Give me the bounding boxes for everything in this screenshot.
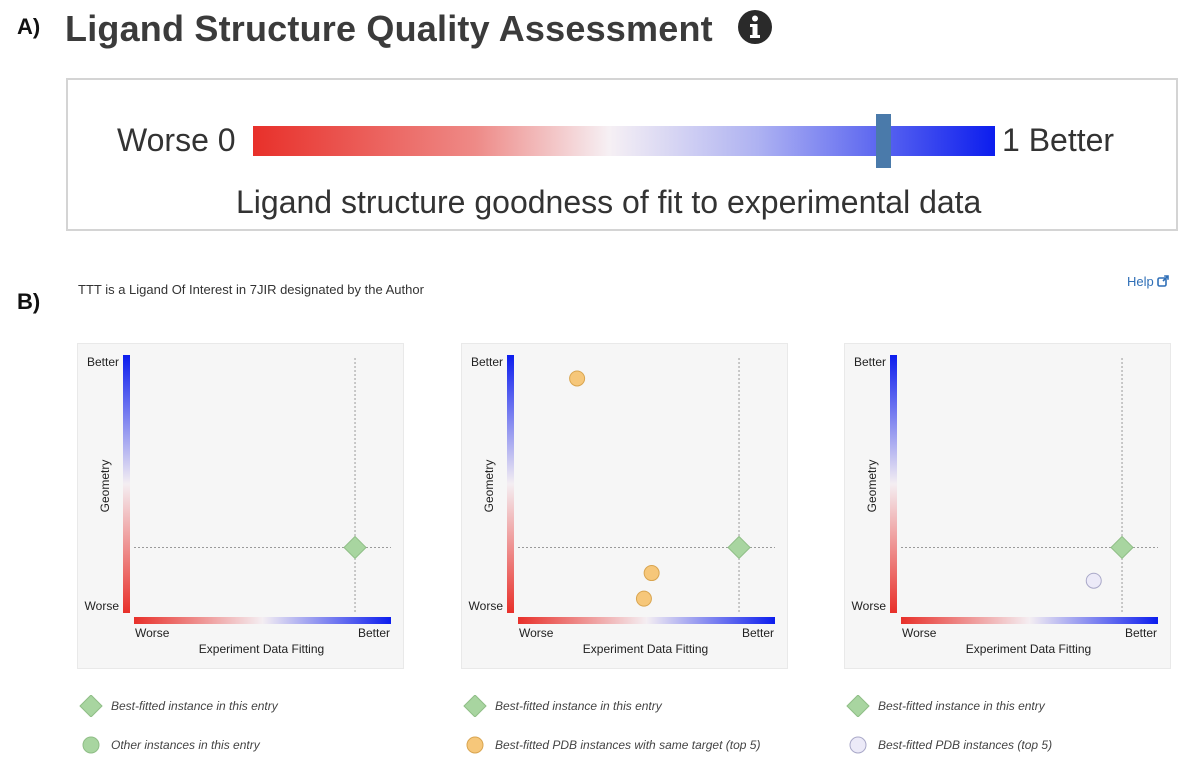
x-tick-label-worse: Worse	[902, 626, 937, 640]
panel-label-a: A)	[17, 14, 41, 39]
y-tick-label-worse: Worse	[85, 599, 120, 613]
x-tick-label-better: Better	[742, 626, 774, 640]
best-fit-point[interactable]	[1110, 535, 1134, 560]
legend-circle-marker	[466, 736, 484, 754]
y-axis-label: Geometry	[865, 460, 879, 513]
help-link[interactable]: Help	[1127, 274, 1169, 289]
y-axis-gradient	[123, 355, 130, 613]
x-axis-label: Experiment Data Fitting	[966, 642, 1091, 656]
x-tick-label-worse: Worse	[519, 626, 554, 640]
legend-label: Best-fitted PDB instances with same targ…	[495, 738, 761, 752]
legend-circle-icon	[466, 736, 484, 754]
x-tick-label-worse: Worse	[135, 626, 170, 640]
scatter-plot-2: Better Worse Worse Better Experiment Data Fi…	[461, 343, 788, 669]
legend-diamond-marker	[79, 695, 103, 717]
legend-diamond-icon	[463, 695, 487, 717]
scatter-plot-3: Better Worse Worse Better Experiment Data Fi…	[844, 343, 1171, 669]
y-tick-label-better: Better	[87, 355, 119, 369]
x-tick-label-better: Better	[1125, 626, 1157, 640]
x-axis-label: Experiment Data Fitting	[583, 642, 708, 656]
legend-diamond-icon	[846, 695, 870, 717]
legend-circle-marker	[82, 736, 100, 754]
instance-point[interactable]	[643, 565, 660, 582]
help-label: Help	[1127, 274, 1154, 289]
x-axis-label: Experiment Data Fitting	[199, 642, 324, 656]
y-tick-label-better: Better	[471, 355, 503, 369]
x-tick-label-better: Better	[358, 626, 390, 640]
slider-caption: Ligand structure goodness of fit to expe…	[236, 184, 982, 220]
quality-gradient-bar	[253, 126, 995, 156]
panel-label-b: B)	[17, 289, 41, 314]
legend-label: Other instances in this entry	[111, 738, 260, 752]
instance-point[interactable]	[569, 370, 586, 387]
legend-circle-icon	[82, 736, 100, 754]
instance-point[interactable]	[635, 590, 652, 607]
page-title: Ligand Structure Quality Assessment	[65, 8, 713, 49]
legend-label: Best-fitted instance in this entry	[878, 699, 1045, 713]
legend-label: Best-fitted instance in this entry	[111, 699, 278, 713]
legend-label: Best-fitted instance in this entry	[495, 699, 662, 713]
legend-circle-icon	[849, 736, 867, 754]
slider-better-label: 1 Better	[1002, 122, 1115, 158]
legend-circle-marker	[849, 736, 867, 754]
x-axis-gradient	[518, 617, 775, 624]
instance-point[interactable]	[1085, 572, 1102, 589]
scatter-plot-1: Better Worse Worse Better Experiment Data Fi…	[77, 343, 404, 669]
y-tick-label-worse: Worse	[469, 599, 504, 613]
y-axis-gradient	[507, 355, 514, 613]
y-tick-label-worse: Worse	[852, 599, 887, 613]
slider-worse-label: Worse 0	[117, 122, 236, 158]
info-circle-icon[interactable]	[737, 9, 773, 45]
y-axis-label: Geometry	[482, 460, 496, 513]
y-tick-label-better: Better	[854, 355, 886, 369]
quality-slider-marker	[876, 114, 892, 168]
ligand-subtitle: TTT is a Ligand Of Interest in 7JIR desi…	[78, 282, 424, 297]
x-axis-gradient	[134, 617, 391, 624]
legend-diamond-marker	[463, 695, 487, 717]
y-axis-gradient	[890, 355, 897, 613]
best-fit-point[interactable]	[343, 535, 367, 560]
external-link-icon	[1156, 275, 1169, 287]
x-axis-gradient	[901, 617, 1158, 624]
best-fit-point[interactable]	[727, 535, 751, 560]
legend-label: Best-fitted PDB instances (top 5)	[878, 738, 1053, 752]
legend-diamond-marker	[846, 695, 870, 717]
legend-diamond-icon	[79, 695, 103, 717]
y-axis-label: Geometry	[98, 460, 112, 513]
